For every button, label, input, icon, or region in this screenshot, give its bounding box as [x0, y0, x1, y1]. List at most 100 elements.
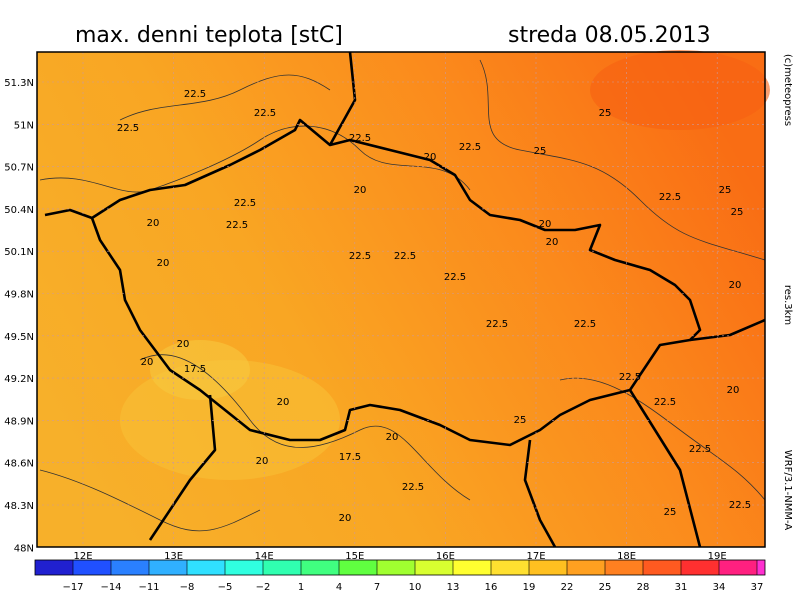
longitude-label: 15E [345, 551, 364, 562]
colorbar-segment [301, 560, 339, 575]
contour [119, 74, 331, 121]
colorbar-label: 28 [637, 582, 650, 593]
colorbar-label: 4 [336, 582, 342, 593]
contour-label: 22.5 [444, 272, 466, 283]
colorbar-segment [339, 560, 377, 575]
colorbar-label: 37 [751, 582, 764, 593]
colorbar-segment [263, 560, 301, 575]
colorbar-label: 31 [675, 582, 688, 593]
contour-labels: 22.5 22.5 22.5 22.5 25 25 20 22.5 25 25 22.5 22.5 22… [117, 89, 751, 524]
latitude-label: 50.1N [4, 247, 34, 258]
contour [39, 469, 261, 532]
colorbar-segment [415, 560, 453, 575]
longitude-label: 12E [73, 551, 92, 562]
colorbar-segment [187, 560, 225, 575]
contour-label: 22.5 [619, 372, 641, 383]
country-border [148, 394, 217, 541]
contour-label: 20 [256, 456, 269, 467]
latitude-label: 48.6N [4, 459, 34, 470]
latitude-label: 48.3N [4, 501, 34, 512]
contour [139, 354, 471, 501]
colorbar-label: −2 [256, 582, 271, 593]
country-border [44, 208, 93, 220]
country-border [328, 51, 357, 146]
colorbar-segment [73, 560, 111, 575]
date: streda 08.05.2013 [508, 23, 711, 48]
colorbar-segment [605, 560, 643, 575]
warm-area [590, 50, 770, 130]
contour-label: 22.5 [226, 220, 248, 231]
colorbar-label: 13 [447, 582, 460, 593]
map: 22.5 22.5 22.5 22.5 25 25 20 22.5 25 25 22.5 22.5 22… [36, 50, 770, 548]
colorbar-label: −5 [218, 582, 233, 593]
title: max. denni teplota [stC] [75, 23, 343, 48]
graticule [37, 52, 765, 547]
colorbar-label: 1 [298, 582, 304, 593]
contour-label: 22.5 [689, 444, 711, 455]
latitude-label: 48.9N [4, 416, 34, 427]
contour-label: 25 [719, 185, 732, 196]
latitude-label: 51.3N [4, 78, 34, 89]
side-text: res.3km [782, 285, 793, 325]
colorbar-segment [681, 560, 719, 575]
contour [479, 59, 766, 261]
latitude-label: 50.7N [4, 163, 34, 174]
contour-label: 20 [424, 152, 437, 163]
contour-label: 22.5 [254, 108, 276, 119]
contour-label: 22.5 [184, 89, 206, 100]
latitude-label: 48N [14, 543, 34, 554]
colorbar-frame [34, 559, 766, 576]
contour-label: 22.5 [654, 397, 676, 408]
contour-label: 20 [539, 219, 552, 230]
contour-label: 22.5 [117, 123, 139, 134]
colorbar-label: 19 [523, 582, 536, 593]
contour-label: 22.5 [459, 142, 481, 153]
contour-label: 20 [157, 258, 170, 269]
contour-label: 20 [386, 432, 399, 443]
latitude-label: 51N [14, 120, 34, 131]
longitude-label: 17E [526, 551, 545, 562]
colorbar-label: −14 [100, 582, 121, 593]
contours [39, 59, 766, 532]
contour-label: 25 [731, 207, 744, 218]
longitude-labels: 12E 13E 14E 15E 16E 17E 18E 19E [73, 551, 726, 562]
contour-label: 25 [514, 415, 527, 426]
colorbar-segment [111, 560, 149, 575]
colorbar-label: 34 [713, 582, 726, 593]
longitude-label: 14E [255, 551, 274, 562]
latitude-labels: 51.3N 51N 50.7N 50.4N 50.1N 49.8N 49.5N 49.2N 48… [4, 78, 34, 554]
country-border [90, 118, 702, 447]
longitude-label: 16E [436, 551, 455, 562]
contour-label: 25 [664, 507, 677, 518]
colorbar-segment [453, 560, 491, 575]
contour-label: 20 [729, 280, 742, 291]
colorbar-label: 7 [374, 582, 380, 593]
contour-label: 22.5 [394, 251, 416, 262]
map-frame [36, 51, 766, 548]
contour-label: 25 [534, 146, 547, 157]
colorbar-segment [643, 560, 681, 575]
contour-label: 20 [177, 339, 190, 350]
colorbar-segment [149, 560, 187, 575]
contour-label: 22.5 [234, 198, 256, 209]
latitude-label: 50.4N [4, 205, 34, 216]
contour-label: 22.5 [574, 319, 596, 330]
colorbar-segment [35, 560, 73, 575]
contour-label: 20 [147, 218, 160, 229]
latitude-label: 49.5N [4, 332, 34, 343]
latitude-label: 49.8N [4, 290, 34, 301]
longitude-label: 13E [164, 551, 183, 562]
contour [559, 377, 766, 501]
colorbar-label: 25 [599, 582, 612, 593]
side-text: (c)meteopress [782, 54, 793, 126]
country-border [689, 318, 766, 342]
colorbar-segment [757, 560, 765, 575]
contour [39, 125, 471, 193]
latitude-label: 49.2N [4, 374, 34, 385]
colorbar-label: −11 [138, 582, 159, 593]
colorbar-segment [567, 560, 605, 575]
longitude-label: 18E [617, 551, 636, 562]
colorbar-label: −17 [62, 582, 83, 593]
contour-label: 22.5 [729, 500, 751, 511]
country-border [628, 389, 702, 548]
